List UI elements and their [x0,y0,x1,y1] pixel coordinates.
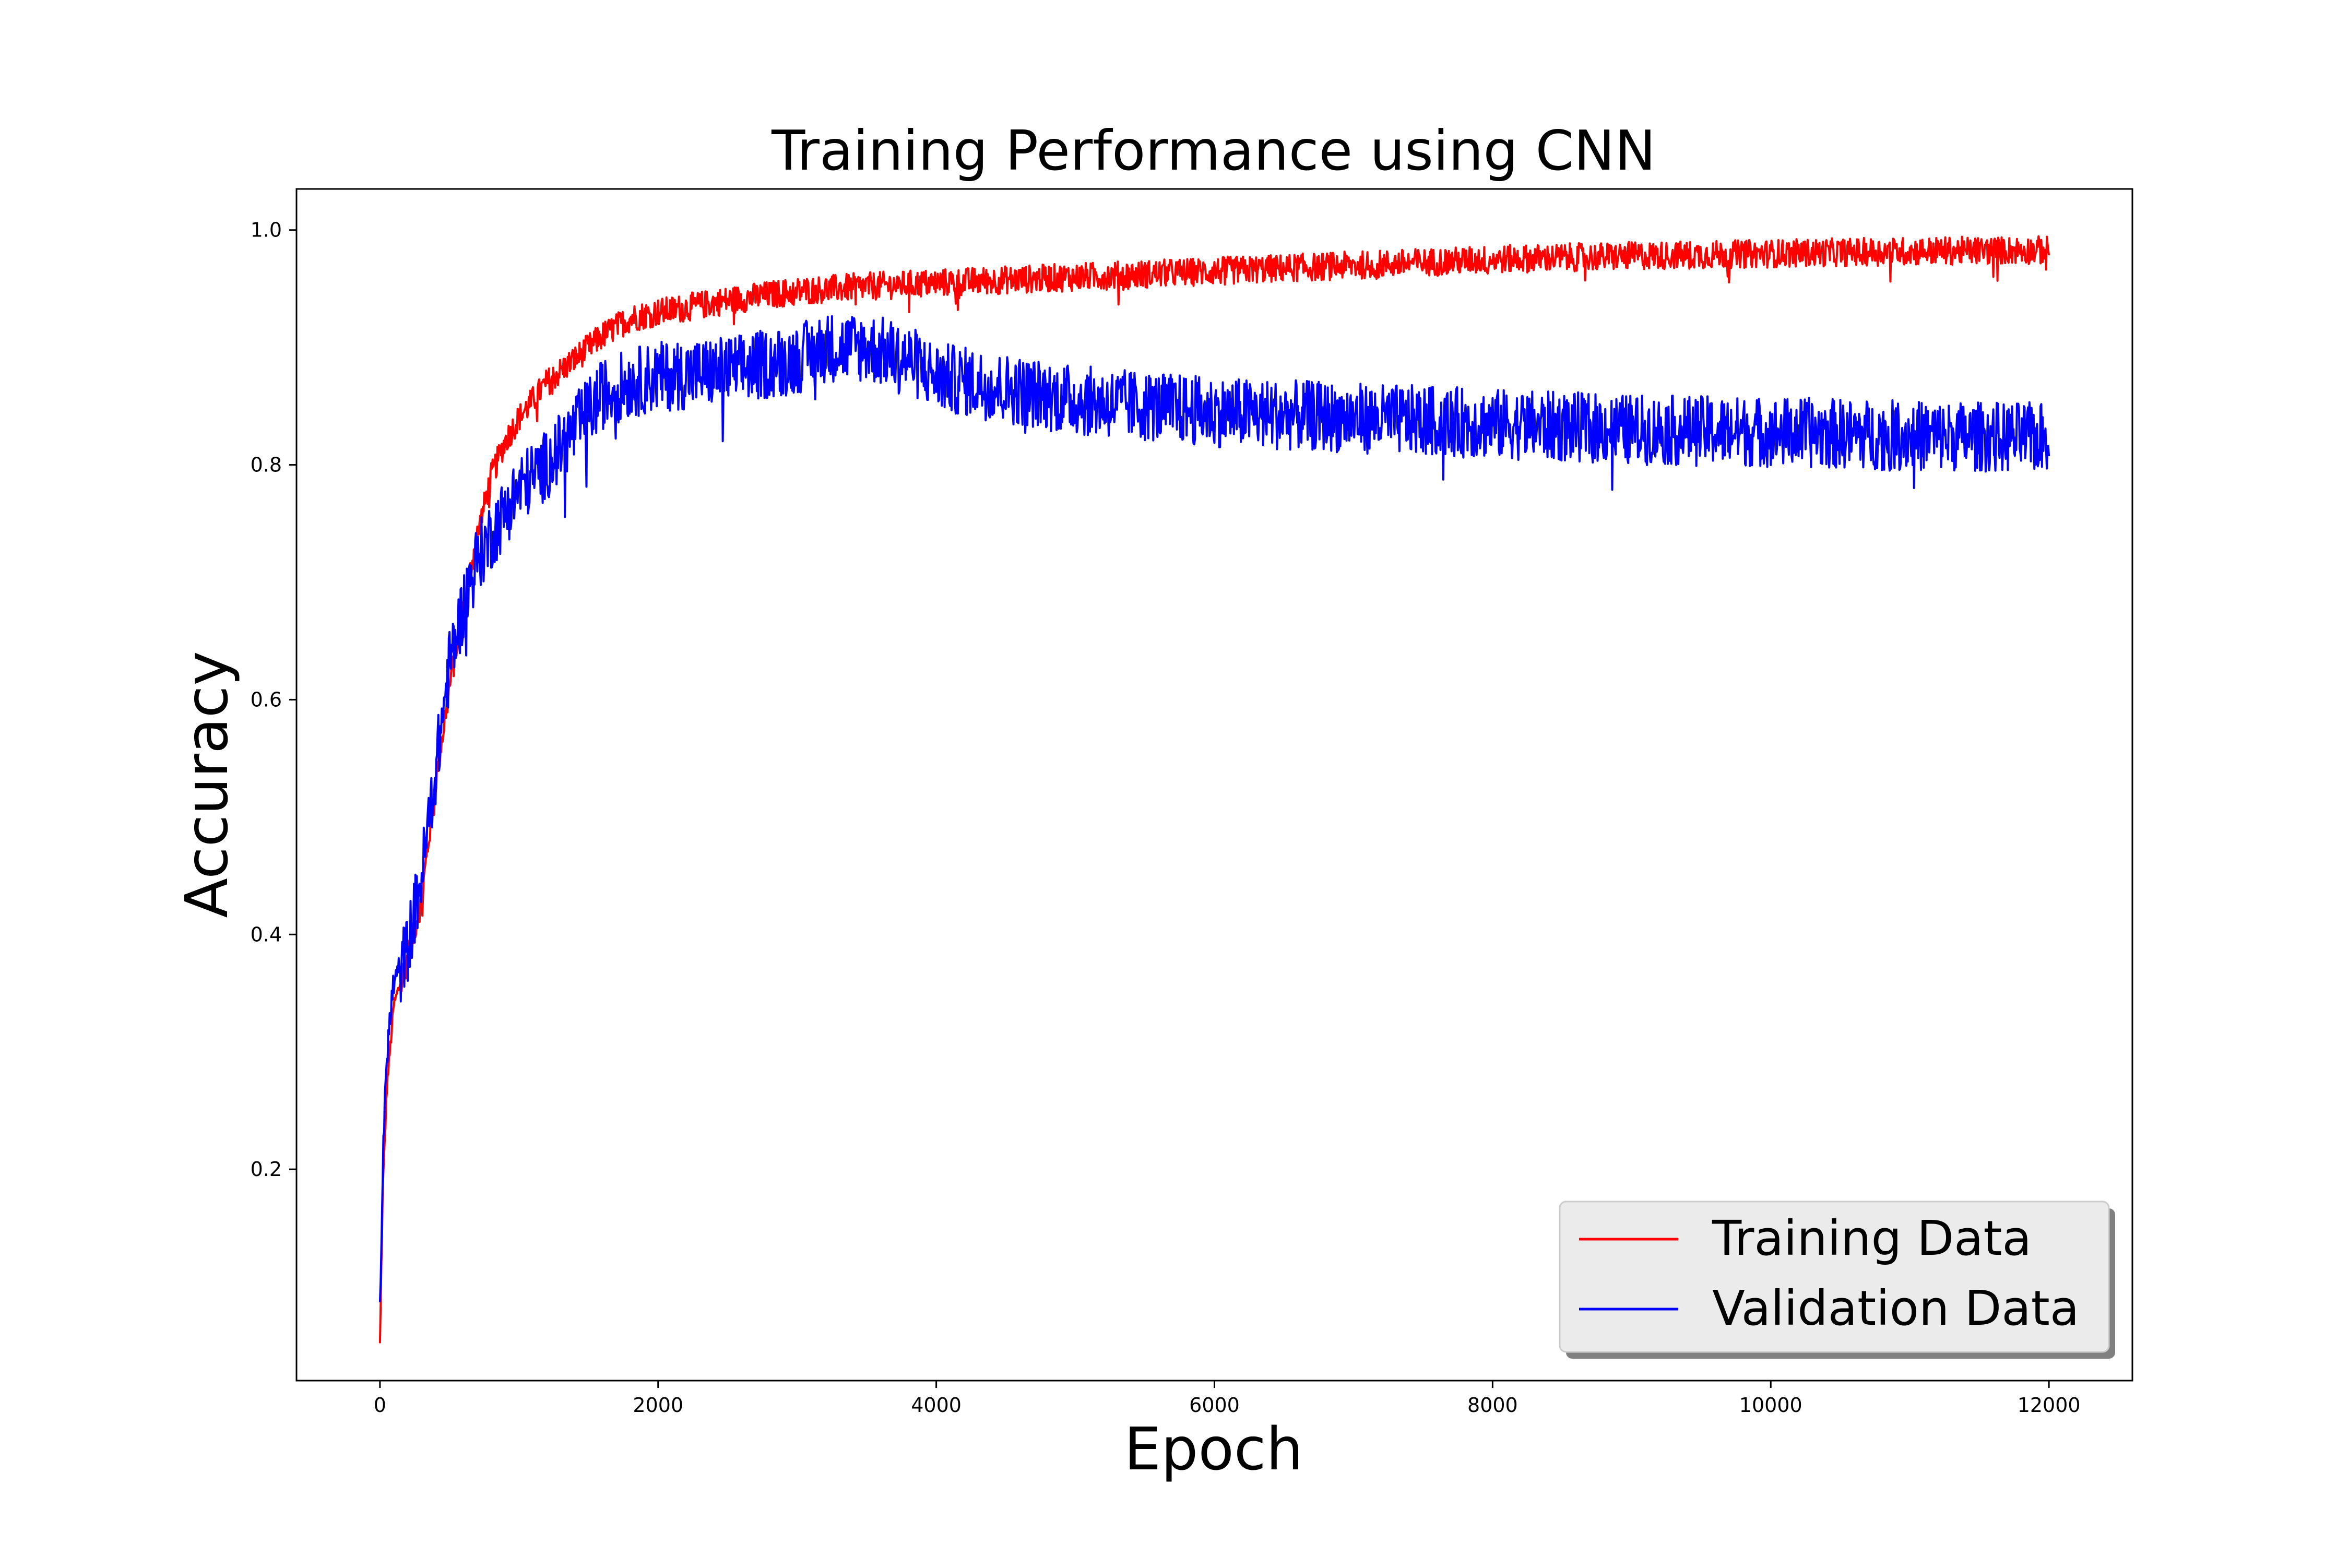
x-axis-label: Epoch [1124,1416,1303,1483]
x-tick-label: 12000 [2018,1394,2081,1417]
x-axis-ticks: 0 2000 4000 6000 8000 10000 12000 [374,1381,2081,1417]
legend-label-validation: Validation Data [1712,1280,2079,1336]
y-axis-label: Accuracy [173,651,241,918]
y-tick-label: 1.0 [251,219,282,242]
legend-box [1559,1201,2110,1353]
legend: Training Data Validation Data [1559,1201,2115,1359]
series-line-training [378,235,2050,1344]
x-tick-label: 8000 [1467,1394,1518,1417]
x-tick-label: 0 [374,1394,386,1417]
series-line-validation [378,315,2050,1302]
x-tick-label: 4000 [911,1394,962,1417]
chart-title: Training Performance using CNN [771,119,1656,183]
y-tick-label: 0.6 [251,688,282,711]
x-tick-label: 10000 [1739,1394,1802,1417]
x-tick-label: 6000 [1189,1394,1240,1417]
x-tick-label: 2000 [633,1394,683,1417]
y-axis-ticks: 0.2 0.4 0.6 0.8 1.0 [251,219,296,1181]
y-tick-label: 0.4 [251,923,282,946]
series-layer [378,235,2050,1344]
y-tick-label: 0.8 [251,454,282,477]
y-tick-label: 0.2 [251,1158,282,1181]
legend-label-training: Training Data [1712,1210,2032,1266]
